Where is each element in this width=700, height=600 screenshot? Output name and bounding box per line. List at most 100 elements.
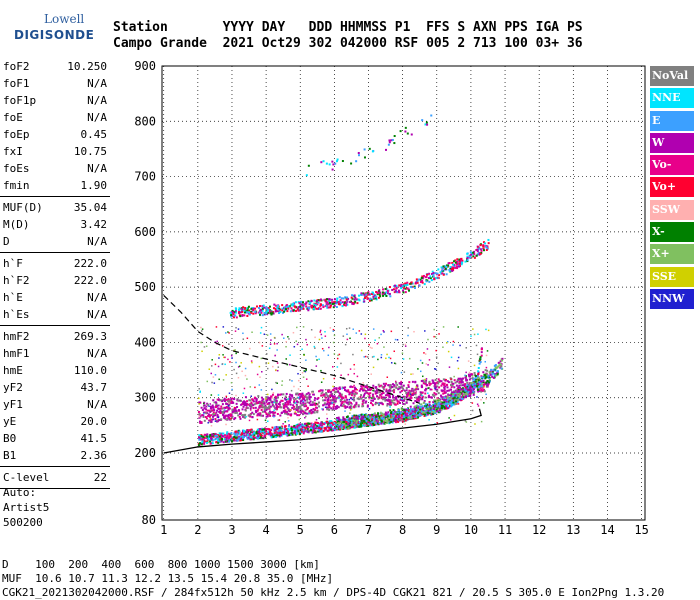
echo-point (311, 431, 314, 434)
echo-point (311, 401, 314, 404)
echo-point (352, 405, 355, 408)
echo-point (387, 411, 390, 414)
echo-point (366, 298, 369, 301)
param-value: N/A (87, 291, 107, 304)
echo-point (499, 363, 502, 366)
echo-point (350, 419, 353, 422)
echo-point (298, 427, 301, 430)
echo-point (262, 398, 265, 401)
echo-point (351, 398, 354, 401)
echo-point (275, 425, 278, 428)
echo-point (250, 401, 253, 404)
echo-point (340, 420, 343, 423)
echo-point (407, 392, 410, 395)
echo-point (248, 309, 251, 312)
echo-point (229, 361, 231, 363)
echo-point (317, 401, 320, 404)
echo-point (251, 398, 254, 401)
echo-point (272, 365, 274, 368)
echo-point (240, 438, 243, 441)
echo-point (415, 278, 418, 281)
echo-point (440, 389, 443, 392)
echo-point (434, 387, 436, 390)
echo-point (438, 333, 440, 335)
echo-point (368, 299, 371, 302)
echo-point (479, 378, 481, 381)
echo-point (358, 396, 360, 398)
echo-point (420, 413, 423, 416)
echo-point (324, 406, 327, 408)
echo-point (353, 419, 356, 422)
echo-point (341, 386, 344, 389)
echo-point (360, 333, 363, 335)
echo-point (226, 434, 229, 437)
echo-point (301, 348, 303, 351)
echo-point (417, 406, 420, 409)
echo-point (452, 397, 455, 400)
echo-point (416, 279, 419, 282)
echo-point (408, 391, 411, 394)
y-tick-label: 900 (134, 59, 156, 73)
echo-point (451, 402, 454, 405)
echo-point (432, 382, 435, 385)
echo-point (346, 296, 349, 299)
echo-point (403, 416, 406, 419)
echo-point (343, 386, 346, 389)
echo-point (275, 381, 277, 384)
echo-point (280, 425, 283, 428)
echo-point (274, 395, 277, 398)
echo-point (209, 417, 212, 420)
echo-point (311, 403, 314, 406)
echo-point (357, 154, 360, 157)
station-header: Station YYYY DAY DDD HHMMSS P1 FFS S AXN… (113, 20, 583, 52)
echo-point (211, 359, 213, 361)
echo-point (404, 291, 407, 294)
echo-point (254, 406, 257, 409)
echo-point (283, 306, 286, 309)
echo-point (345, 427, 348, 430)
echo-point (403, 418, 406, 421)
echo-point (295, 392, 298, 395)
echo-point (467, 385, 470, 388)
echo-point (321, 422, 324, 425)
echo-point (305, 426, 308, 429)
echo-point (482, 241, 485, 244)
echo-point (392, 418, 395, 421)
echo-point (347, 401, 350, 404)
echo-point (234, 436, 237, 439)
echo-point (426, 413, 429, 416)
echo-point (273, 409, 275, 412)
echo-point (482, 384, 485, 387)
echo-point (291, 427, 294, 430)
echo-point (329, 391, 332, 394)
echo-point (247, 305, 250, 308)
echo-point (373, 414, 375, 416)
echo-point (402, 411, 405, 414)
echo-point (339, 399, 342, 402)
echo-point (408, 415, 411, 418)
echo-point (276, 310, 279, 313)
echo-point (365, 419, 368, 422)
echo-point (470, 389, 473, 392)
echo-point (439, 271, 442, 274)
echo-point (326, 422, 329, 425)
echo-point (287, 432, 290, 435)
echo-point (409, 408, 412, 410)
echo-point (487, 242, 490, 245)
echo-point (276, 412, 279, 415)
echo-point (476, 253, 479, 256)
echo-point (230, 416, 233, 419)
echo-point (327, 354, 330, 357)
echo-point (419, 398, 422, 401)
echo-point (210, 414, 213, 417)
echo-point (365, 391, 368, 394)
echo-point (248, 399, 251, 402)
echo-point (400, 385, 403, 388)
echo-point (336, 420, 339, 423)
echo-point (241, 437, 244, 440)
echo-point (293, 430, 296, 433)
echo-point (334, 428, 337, 431)
echo-point (358, 423, 361, 426)
echo-point (449, 266, 452, 269)
echo-point (277, 393, 280, 396)
